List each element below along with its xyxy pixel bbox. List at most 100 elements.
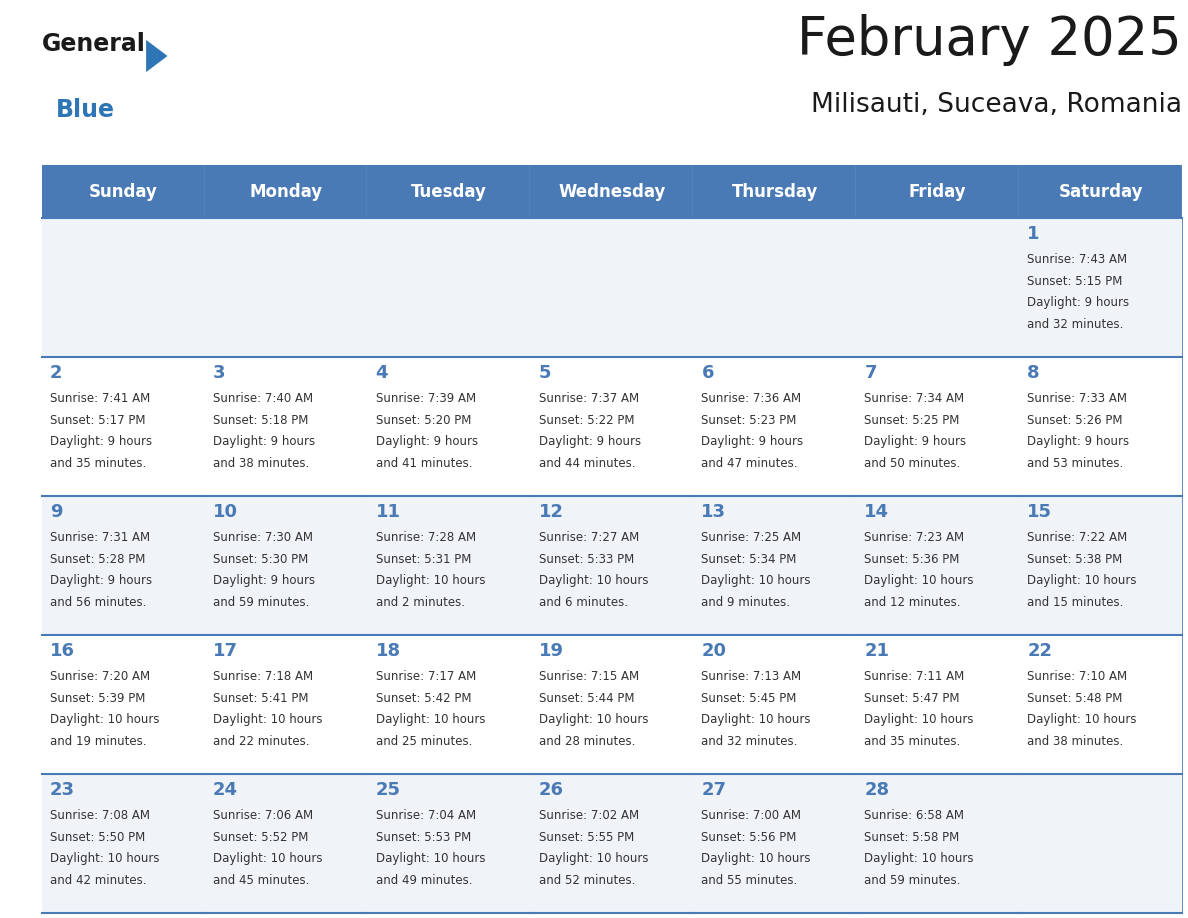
Text: Sunrise: 7:30 AM: Sunrise: 7:30 AM [213, 532, 312, 544]
Text: Saturday: Saturday [1059, 183, 1143, 201]
FancyBboxPatch shape [1019, 357, 1182, 497]
Text: Sunday: Sunday [89, 183, 158, 201]
Text: Daylight: 10 hours: Daylight: 10 hours [538, 713, 647, 726]
Text: Sunset: 5:44 PM: Sunset: 5:44 PM [538, 692, 634, 705]
FancyBboxPatch shape [42, 218, 204, 357]
Text: 15: 15 [1028, 503, 1053, 521]
Text: and 9 minutes.: and 9 minutes. [701, 596, 790, 609]
Text: Sunset: 5:42 PM: Sunset: 5:42 PM [375, 692, 472, 705]
FancyBboxPatch shape [42, 357, 204, 497]
Text: 23: 23 [50, 781, 75, 800]
FancyBboxPatch shape [1019, 165, 1182, 218]
Text: Sunset: 5:56 PM: Sunset: 5:56 PM [701, 831, 797, 844]
Text: and 2 minutes.: and 2 minutes. [375, 596, 465, 609]
Text: 27: 27 [701, 781, 726, 800]
FancyBboxPatch shape [694, 497, 857, 635]
Text: Sunrise: 7:40 AM: Sunrise: 7:40 AM [213, 392, 312, 405]
FancyBboxPatch shape [1019, 218, 1182, 357]
Text: and 12 minutes.: and 12 minutes. [865, 596, 961, 609]
Text: and 35 minutes.: and 35 minutes. [50, 457, 146, 470]
FancyBboxPatch shape [367, 775, 530, 913]
Text: 24: 24 [213, 781, 238, 800]
Text: Daylight: 10 hours: Daylight: 10 hours [701, 575, 811, 588]
Text: and 35 minutes.: and 35 minutes. [865, 734, 961, 748]
Text: Sunset: 5:23 PM: Sunset: 5:23 PM [701, 414, 797, 427]
Text: and 41 minutes.: and 41 minutes. [375, 457, 472, 470]
Text: and 15 minutes.: and 15 minutes. [1028, 596, 1124, 609]
Text: 8: 8 [1028, 364, 1040, 383]
Text: Sunset: 5:18 PM: Sunset: 5:18 PM [213, 414, 308, 427]
Text: Sunrise: 7:15 AM: Sunrise: 7:15 AM [538, 670, 639, 683]
FancyBboxPatch shape [857, 357, 1019, 497]
Text: Monday: Monday [249, 183, 322, 201]
Text: Sunrise: 7:10 AM: Sunrise: 7:10 AM [1028, 670, 1127, 683]
Text: Daylight: 10 hours: Daylight: 10 hours [213, 713, 322, 726]
Text: Daylight: 10 hours: Daylight: 10 hours [865, 852, 974, 866]
Text: 17: 17 [213, 643, 238, 660]
Text: Daylight: 9 hours: Daylight: 9 hours [865, 435, 967, 448]
Text: Sunset: 5:50 PM: Sunset: 5:50 PM [50, 831, 145, 844]
Text: Thursday: Thursday [732, 183, 817, 201]
FancyBboxPatch shape [530, 635, 694, 775]
Text: and 53 minutes.: and 53 minutes. [1028, 457, 1124, 470]
Text: and 59 minutes.: and 59 minutes. [213, 596, 309, 609]
Text: Daylight: 9 hours: Daylight: 9 hours [213, 435, 315, 448]
FancyBboxPatch shape [367, 635, 530, 775]
Text: February 2025: February 2025 [797, 14, 1182, 66]
Text: Sunset: 5:15 PM: Sunset: 5:15 PM [1028, 274, 1123, 287]
Text: 19: 19 [538, 643, 563, 660]
Text: Sunrise: 7:23 AM: Sunrise: 7:23 AM [865, 532, 965, 544]
Text: Daylight: 10 hours: Daylight: 10 hours [1028, 575, 1137, 588]
FancyBboxPatch shape [694, 357, 857, 497]
Text: Sunrise: 7:43 AM: Sunrise: 7:43 AM [1028, 253, 1127, 266]
FancyBboxPatch shape [857, 497, 1019, 635]
Text: and 25 minutes.: and 25 minutes. [375, 734, 472, 748]
Text: Daylight: 10 hours: Daylight: 10 hours [1028, 713, 1137, 726]
FancyBboxPatch shape [694, 775, 857, 913]
Text: 20: 20 [701, 643, 726, 660]
Text: 18: 18 [375, 643, 400, 660]
Text: Daylight: 10 hours: Daylight: 10 hours [50, 852, 159, 866]
Text: and 6 minutes.: and 6 minutes. [538, 596, 627, 609]
Text: Sunrise: 7:18 AM: Sunrise: 7:18 AM [213, 670, 312, 683]
FancyBboxPatch shape [204, 635, 367, 775]
Text: Sunset: 5:48 PM: Sunset: 5:48 PM [1028, 692, 1123, 705]
Text: 2: 2 [50, 364, 62, 383]
Text: Sunset: 5:52 PM: Sunset: 5:52 PM [213, 831, 308, 844]
Text: Sunrise: 7:17 AM: Sunrise: 7:17 AM [375, 670, 476, 683]
Text: Sunset: 5:34 PM: Sunset: 5:34 PM [701, 553, 797, 565]
Text: Sunrise: 7:04 AM: Sunrise: 7:04 AM [375, 809, 475, 823]
Text: Daylight: 10 hours: Daylight: 10 hours [701, 713, 811, 726]
Text: Sunrise: 7:02 AM: Sunrise: 7:02 AM [538, 809, 639, 823]
Text: and 22 minutes.: and 22 minutes. [213, 734, 309, 748]
Text: and 56 minutes.: and 56 minutes. [50, 596, 146, 609]
Text: 11: 11 [375, 503, 400, 521]
Text: and 32 minutes.: and 32 minutes. [701, 734, 798, 748]
FancyBboxPatch shape [204, 497, 367, 635]
Text: 7: 7 [865, 364, 877, 383]
Text: Daylight: 10 hours: Daylight: 10 hours [865, 713, 974, 726]
Text: Sunrise: 7:41 AM: Sunrise: 7:41 AM [50, 392, 150, 405]
Text: 5: 5 [538, 364, 551, 383]
Text: Sunset: 5:30 PM: Sunset: 5:30 PM [213, 553, 308, 565]
Text: Daylight: 9 hours: Daylight: 9 hours [50, 575, 152, 588]
FancyBboxPatch shape [1019, 635, 1182, 775]
Text: Daylight: 9 hours: Daylight: 9 hours [701, 435, 803, 448]
Text: Sunrise: 7:39 AM: Sunrise: 7:39 AM [375, 392, 475, 405]
Text: Sunset: 5:17 PM: Sunset: 5:17 PM [50, 414, 145, 427]
Text: Sunset: 5:36 PM: Sunset: 5:36 PM [865, 553, 960, 565]
Text: 22: 22 [1028, 643, 1053, 660]
Text: 4: 4 [375, 364, 388, 383]
FancyBboxPatch shape [42, 497, 204, 635]
Text: Daylight: 10 hours: Daylight: 10 hours [538, 852, 647, 866]
Text: 21: 21 [865, 643, 890, 660]
Text: Tuesday: Tuesday [411, 183, 487, 201]
Text: Sunrise: 7:34 AM: Sunrise: 7:34 AM [865, 392, 965, 405]
FancyBboxPatch shape [204, 218, 367, 357]
Text: 6: 6 [701, 364, 714, 383]
Text: 26: 26 [538, 781, 563, 800]
FancyBboxPatch shape [204, 165, 367, 218]
FancyBboxPatch shape [530, 497, 694, 635]
Text: Sunset: 5:39 PM: Sunset: 5:39 PM [50, 692, 145, 705]
Text: 9: 9 [50, 503, 62, 521]
